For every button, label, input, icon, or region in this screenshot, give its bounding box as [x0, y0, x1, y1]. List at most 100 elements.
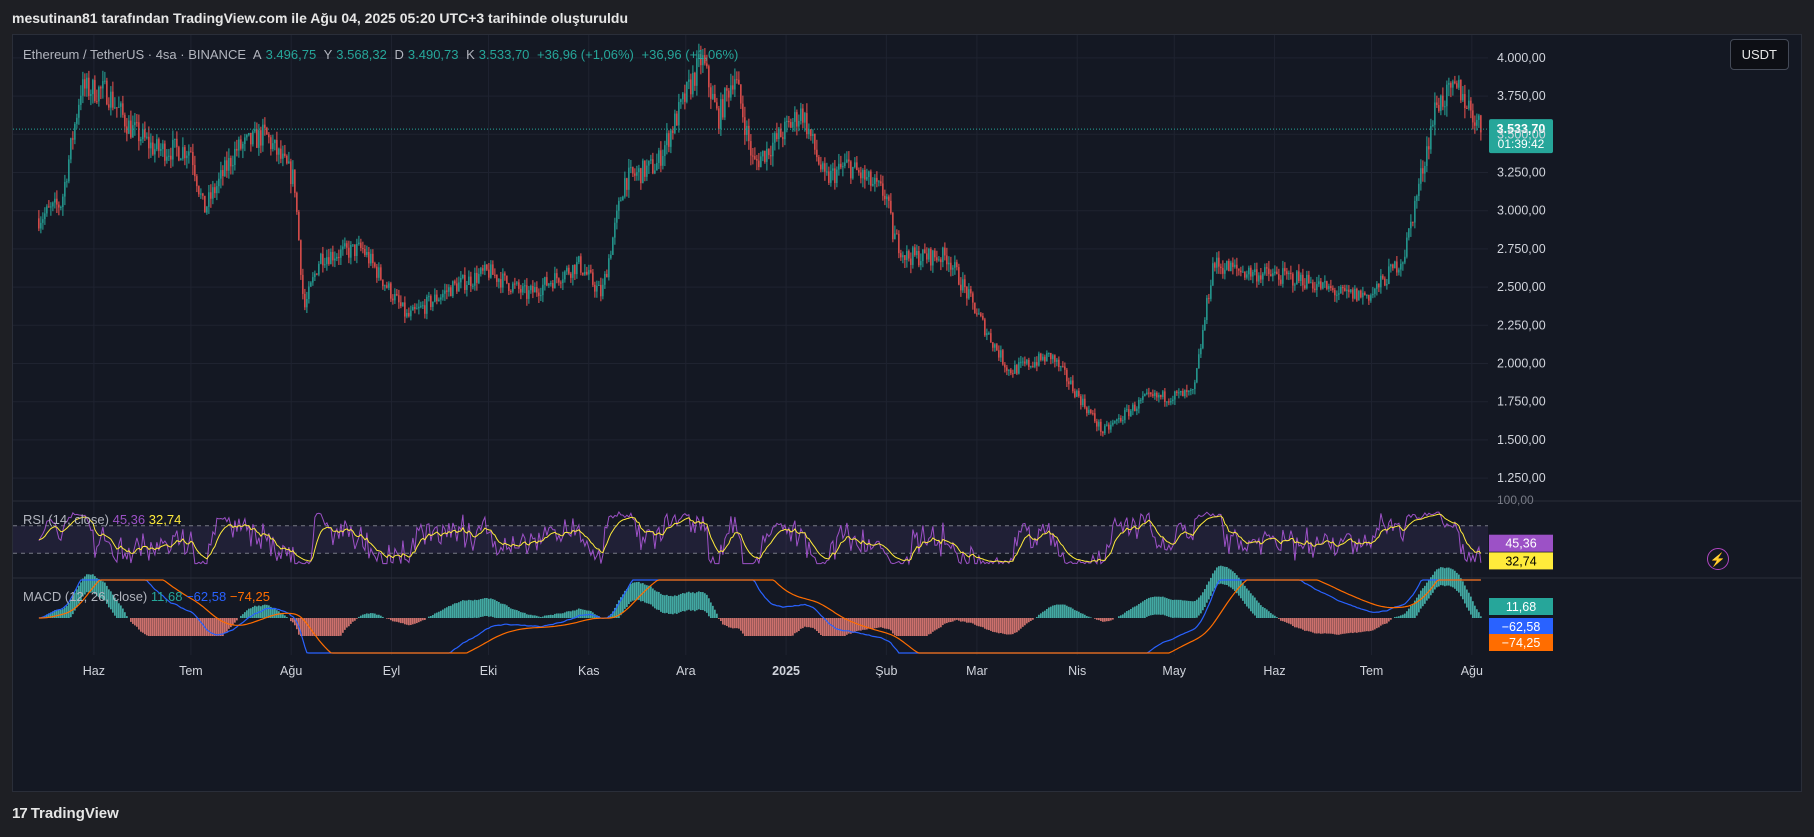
candle-body [620, 200, 622, 202]
tradingview-logo[interactable]: 17 TradingView [12, 805, 119, 822]
candle-body [1080, 396, 1082, 406]
macd-histogram-bar [374, 613, 376, 618]
macd-histogram-bar [290, 618, 292, 622]
macd-histogram-bar [1234, 572, 1236, 591]
macd-histogram-bar [108, 589, 110, 608]
macd-histogram-bar [864, 618, 866, 630]
macd-histogram-bar [390, 618, 392, 621]
macd-histogram-bar [892, 618, 894, 634]
macd-histogram-bar [346, 618, 348, 628]
candle-body [1062, 366, 1064, 368]
candle-body [1404, 256, 1406, 263]
candle-body [600, 284, 602, 297]
x-tick-label: Haz [1263, 664, 1285, 678]
candle-body [730, 85, 732, 98]
macd-histogram-bar [422, 618, 424, 621]
candle-body [1226, 261, 1228, 270]
macd-histogram-bar [318, 618, 320, 636]
symbol-label[interactable]: Ethereum / TetherUS · 4sa · BINANCE [23, 47, 247, 62]
x-tick-label: Ağu [1461, 664, 1483, 678]
candle-body [320, 253, 322, 264]
candle-body [510, 290, 512, 292]
candle-body [616, 210, 618, 223]
macd-histogram-bar [632, 582, 634, 601]
macd-histogram-bar [356, 618, 358, 619]
macd-histogram-bar [1280, 618, 1282, 621]
candle-body [1136, 408, 1138, 412]
candle-body [1446, 84, 1448, 107]
macd-histogram-bar [1184, 600, 1186, 618]
candle-body [526, 285, 528, 299]
candle-body [170, 155, 172, 160]
macd-histogram-bar [176, 618, 178, 636]
candle-body [924, 249, 926, 254]
macd-value-tag-text: 11,68 [1506, 600, 1536, 614]
high-label: Y [323, 47, 333, 62]
macd-histogram-bar [1144, 600, 1146, 618]
macd-histogram-bar [636, 582, 638, 601]
macd-histogram-bar [1158, 596, 1160, 615]
candle-body [868, 171, 870, 178]
macd-histogram-bar [1426, 582, 1428, 601]
macd-histogram-bar [656, 591, 658, 610]
macd-legend[interactable]: MACD (12, 26, close) 11,68 −62,58 −74,25 [23, 589, 270, 604]
price-chart[interactable]: 3.533,7001:39:4245,3632,7411,68−62,58−74… [13, 35, 1802, 792]
candle-body [136, 122, 138, 124]
macd-histogram-bar [262, 605, 264, 618]
macd-histogram-bar [458, 602, 460, 618]
macd-histogram-bar [982, 618, 984, 628]
macd-histogram-bar [470, 600, 472, 618]
candle-body [548, 283, 550, 286]
macd-histogram-bar [1290, 618, 1292, 625]
candle-body [662, 155, 664, 166]
macd-histogram-bar [240, 615, 242, 618]
macd-histogram-bar [938, 618, 940, 629]
macd-histogram-bar [1372, 618, 1374, 631]
candle-body [1374, 288, 1376, 294]
candle-body [960, 284, 962, 291]
macd-histogram-bar [780, 618, 782, 636]
y-tick-label: 1.250,00 [1497, 471, 1546, 485]
candle-body [622, 196, 624, 201]
macd-histogram-bar [1094, 618, 1096, 619]
macd-histogram-bar [366, 613, 368, 618]
macd-histogram-bar [214, 618, 216, 636]
candle-body [538, 292, 540, 296]
chart-frame[interactable]: 3.533,70 01:39:42 45,36 32,74 11,68 −62,58 −74… [12, 34, 1802, 792]
candle-body [658, 150, 660, 163]
currency-button[interactable]: USDT [1729, 39, 1789, 70]
macd-histogram-bar [1380, 618, 1382, 626]
candle-body [246, 135, 248, 138]
lightning-icon[interactable]: ⚡ [1707, 548, 1729, 570]
macd-histogram-bar [690, 592, 692, 611]
candle-body [438, 299, 440, 302]
macd-histogram-bar [166, 618, 168, 636]
candle-body [682, 93, 684, 100]
candle-body [114, 107, 116, 109]
macd-histogram-bar [1246, 588, 1248, 607]
candle-body [1430, 126, 1432, 150]
candle-body [1424, 165, 1426, 174]
candle-body [1320, 281, 1322, 289]
macd-histogram-bar [1058, 604, 1060, 618]
candle-body [952, 267, 954, 270]
macd-histogram-bar [700, 591, 702, 610]
rsi-legend[interactable]: RSI (14, close) 45,36 32,74 [23, 512, 181, 527]
macd-histogram-bar [624, 590, 626, 609]
candle-body [1442, 95, 1444, 107]
macd-histogram-bar [250, 608, 252, 618]
macd-histogram-bar [148, 618, 150, 636]
macd-histogram-bar [466, 600, 468, 618]
candle-body [1000, 350, 1002, 358]
macd-histogram-bar [770, 618, 772, 636]
candle-body [336, 256, 338, 259]
candle-body [1192, 389, 1194, 391]
y-tick-label: 2.500,00 [1497, 280, 1546, 294]
macd-histogram-bar [734, 618, 736, 629]
candle-body [590, 270, 592, 273]
macd-histogram-bar [1120, 615, 1122, 618]
candle-body [394, 294, 396, 301]
macd-histogram-bar [992, 618, 994, 632]
candle-body [1428, 146, 1430, 150]
macd-histogram-bar [1382, 618, 1384, 625]
